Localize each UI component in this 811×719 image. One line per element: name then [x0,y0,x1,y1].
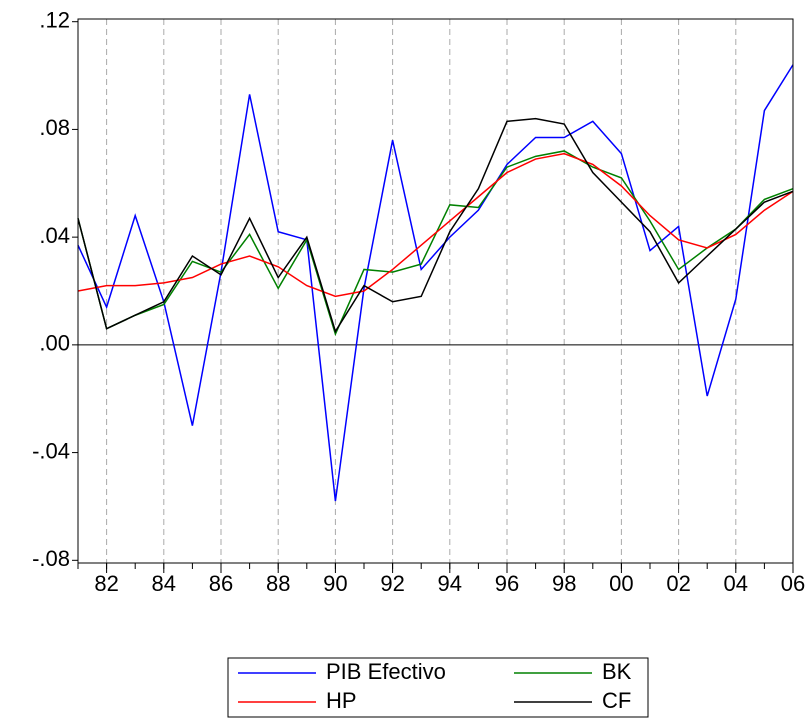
x-tick-label: 04 [724,571,748,596]
y-tick-label: .00 [39,331,70,356]
series-line [77,64,794,502]
x-tick-label: 88 [266,571,290,596]
x-tick-label: 92 [380,571,404,596]
legend-label: CF [602,688,631,713]
x-tick-label: 84 [152,571,176,596]
y-tick-label: .08 [39,115,70,140]
series-line [77,152,794,298]
series-line [77,150,794,337]
x-tick-label: 86 [209,571,233,596]
legend-label: HP [326,688,357,713]
y-tick-label: -.08 [32,546,70,571]
x-tick-label: 98 [552,571,576,596]
legend-label: PIB Efectivo [326,659,446,684]
y-tick-label: .12 [39,8,70,33]
x-tick-label: 06 [781,571,805,596]
x-tick-label: 82 [94,571,118,596]
x-tick-label: 00 [609,571,633,596]
legend-label: BK [602,659,632,684]
x-tick-label: 90 [323,571,347,596]
x-tick-label: 94 [438,571,462,596]
y-tick-label: -.04 [32,438,70,463]
legend-box [227,657,649,718]
series-line [77,117,794,334]
x-tick-label: 96 [495,571,519,596]
x-tick-label: 02 [666,571,690,596]
plot-frame [77,18,794,564]
y-tick-label: .04 [39,223,70,248]
